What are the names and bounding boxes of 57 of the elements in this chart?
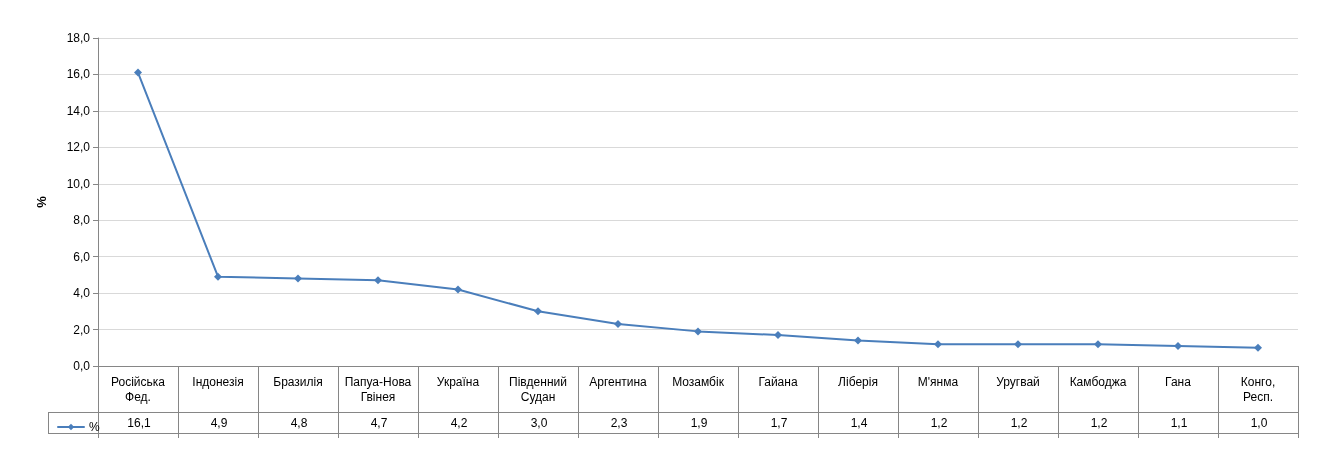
y-tick-label: 8,0 (73, 213, 91, 228)
x-tick-label: Гана (1165, 374, 1192, 389)
point (854, 336, 862, 345)
x-tick-label: Україна (436, 374, 480, 389)
x-tick-label: Гайана (758, 374, 798, 389)
data-label: 4,2 (449, 415, 469, 432)
data-label: 2,3 (609, 415, 629, 432)
y-tick-label: 16,0 (66, 67, 91, 82)
point (774, 331, 782, 340)
data-label: 1,2 (929, 415, 949, 432)
x-tick-label: Індонезія (192, 374, 244, 389)
data-label: 16,1 (126, 415, 152, 432)
x-tick-label: Папуа-Нова Гвінея (344, 374, 412, 404)
data-label: 1,7 (769, 415, 789, 432)
point (1014, 340, 1022, 349)
y-tick-label: 4,0 (73, 286, 91, 301)
data-label: 1,1 (1169, 415, 1189, 432)
point (374, 276, 382, 285)
y-tick-label: 2,0 (73, 322, 91, 337)
y-axis-title: % (34, 195, 49, 208)
x-tick-label: Аргентина (589, 374, 648, 389)
point (1094, 340, 1102, 349)
x-tick-label: Уругвай (996, 374, 1040, 389)
point (454, 285, 462, 294)
x-tick-label: Конго, Респ. (1240, 374, 1276, 404)
x-tick-label: Російська Фед. (111, 374, 166, 404)
x-tick-label: М'янма (917, 374, 959, 389)
y-tick-label: 12,0 (66, 140, 91, 155)
y-tick-label: 0,0 (73, 359, 91, 373)
y-tick-label: 14,0 (66, 103, 91, 118)
data-label: 1,0 (1249, 415, 1269, 432)
y-tick-label: 18,0 (66, 31, 91, 45)
data-label: 1,2 (1009, 415, 1029, 432)
x-tick-label: Бразилія (273, 374, 323, 389)
point (934, 340, 942, 349)
data-label: 1,4 (849, 415, 869, 432)
data-label: 1,9 (689, 415, 709, 432)
data-label: 4,9 (209, 415, 229, 432)
data-label: 1,2 (1089, 415, 1109, 432)
point (1174, 341, 1182, 350)
point (214, 272, 222, 281)
point (694, 327, 702, 336)
point (614, 320, 622, 329)
x-tick-label: Ліберія (838, 374, 878, 389)
x-tick-label: Мозамбік (672, 374, 725, 389)
point (294, 274, 302, 283)
legend-label: % (89, 420, 100, 434)
y-tick-label: 6,0 (73, 249, 91, 264)
data-label: 3,0 (529, 415, 549, 432)
x-tick-label: Камбоджа (1069, 374, 1127, 389)
point (1254, 343, 1262, 352)
data-label: 4,7 (369, 415, 389, 432)
data-label: 4,8 (289, 415, 309, 432)
point (534, 307, 542, 316)
y-tick-label: 10,0 (66, 176, 91, 191)
x-tick-label: Південний Судан (509, 374, 567, 404)
point (134, 68, 142, 77)
